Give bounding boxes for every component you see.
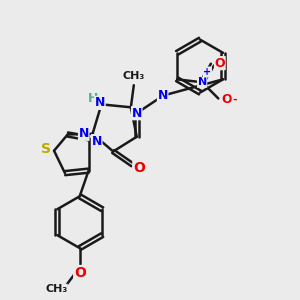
Text: +: + xyxy=(203,67,211,77)
Text: O: O xyxy=(74,266,85,280)
Text: H: H xyxy=(87,92,98,105)
Text: N: N xyxy=(197,77,207,87)
Text: O: O xyxy=(214,57,225,70)
Text: CH₃: CH₃ xyxy=(123,71,145,81)
Text: N: N xyxy=(92,135,102,148)
Text: N: N xyxy=(95,96,105,110)
Text: O: O xyxy=(133,161,145,175)
Text: O: O xyxy=(222,93,232,106)
Text: -: - xyxy=(232,95,237,105)
Text: N: N xyxy=(132,107,142,120)
Text: S: S xyxy=(41,142,51,156)
Text: CH₃: CH₃ xyxy=(45,284,67,294)
Text: N: N xyxy=(79,127,89,140)
Text: N: N xyxy=(158,89,168,102)
